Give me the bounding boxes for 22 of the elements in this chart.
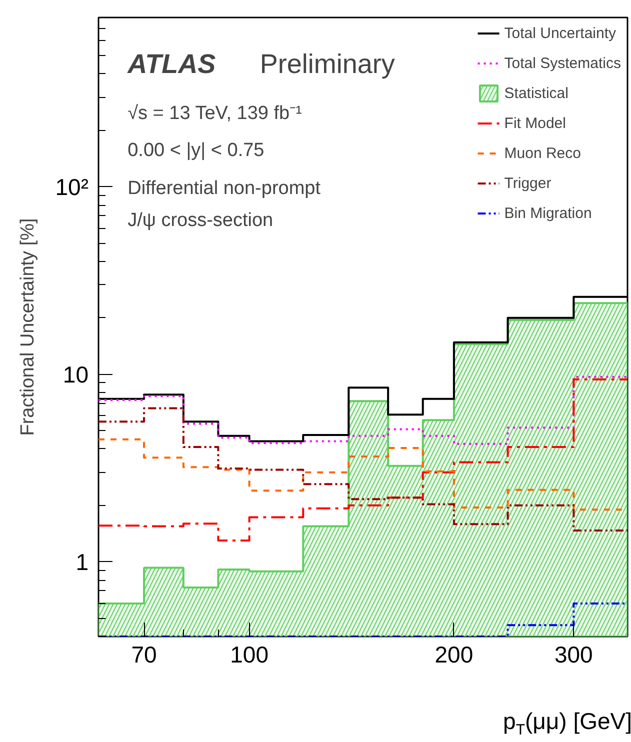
- annotation: Differential non-prompt: [128, 178, 322, 199]
- x-tick-label: 300: [554, 642, 593, 668]
- x-tick-label: 70: [131, 642, 157, 668]
- y-tick-label: 10²: [55, 174, 89, 200]
- x-axis-title: p$_{T}$(μμ) [GeV]: [503, 707, 631, 741]
- annotation: ATLAS: [126, 48, 216, 79]
- legend-label: Bin Migration: [504, 204, 592, 222]
- x-tick-label: 200: [434, 642, 474, 668]
- annotation: J/ψ cross-section: [128, 210, 274, 232]
- y-tick-label: 10: [62, 361, 89, 388]
- legend-label: Total Uncertainty: [504, 24, 616, 42]
- legend-label: Muon Reco: [504, 144, 581, 162]
- y-tick-label: 1: [76, 548, 89, 575]
- annotation: √s = 13 TeV, 139 fb⁻¹: [128, 102, 302, 124]
- y-axis-title: Fractional Uncertainty [%]: [17, 218, 38, 436]
- annotation: 0.00 < |y| < 0.75: [128, 140, 264, 162]
- x-tick-label: 100: [230, 642, 269, 668]
- legend-label: Statistical: [504, 84, 568, 102]
- legend-label: Trigger: [504, 174, 552, 192]
- annotation: Preliminary: [260, 48, 396, 79]
- legend-label: Total Systematics: [504, 54, 621, 72]
- legend-label: Fit Model: [504, 114, 566, 132]
